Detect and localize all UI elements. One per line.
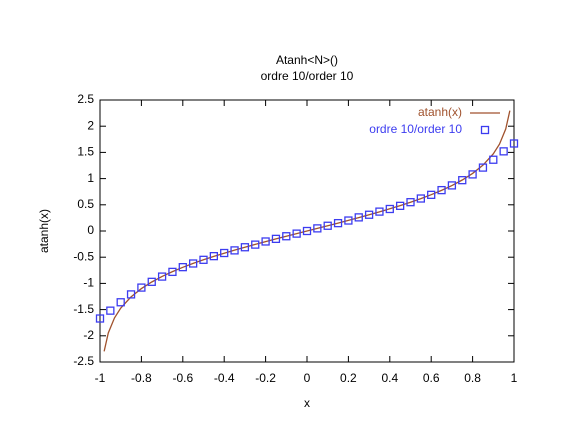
data-point [437,185,446,195]
data-point [261,237,270,246]
data-point [282,232,291,241]
data-point [188,259,198,268]
data-point [302,226,312,236]
data-point [406,198,415,207]
x-tick-label: -1 [95,371,106,385]
data-point [116,298,125,307]
y-tick-label: 1.5 [77,145,94,159]
data-point [106,306,115,315]
y-tick-label: 1 [87,171,94,185]
legend-label: ordre 10/order 10 [369,122,462,136]
data-point [385,204,394,214]
data-point [478,163,488,172]
x-tick-label: 0.8 [464,371,481,385]
data-point [292,229,301,238]
data-point [168,267,177,277]
y-tick-label: -2 [83,328,94,342]
data-point [313,224,322,233]
y-axis-label: atanh(x) [37,209,51,253]
y-tick-label: -0.5 [73,249,94,263]
data-point [199,255,208,264]
legend-swatch [480,125,490,135]
x-tick-label: 1 [511,371,518,385]
data-point [344,216,353,225]
y-tick-label: 2.5 [77,92,94,106]
x-tick-label: 0.4 [381,371,398,385]
data-point [271,234,281,244]
data-point [323,221,332,230]
data-point [333,218,343,228]
x-tick-label: -0.6 [172,371,193,385]
data-point [395,201,405,210]
x-axis-label: x [304,396,310,410]
data-point [499,147,508,156]
data-point [447,181,457,190]
legend-label: atanh(x) [418,105,462,119]
x-tick-label: -0.2 [255,371,276,385]
data-point [230,246,239,255]
data-point [354,213,363,222]
data-point [240,243,250,252]
x-tick-label: 0 [304,371,311,385]
x-tick-label: -0.8 [131,371,152,385]
y-tick-label: -1.5 [73,302,94,316]
data-point [364,210,374,219]
data-point [178,263,187,272]
x-tick-label: -0.4 [214,371,235,385]
y-tick-label: 0.5 [77,197,94,211]
y-tick-label: 2 [87,118,94,132]
data-point [157,272,167,281]
data-point [509,139,519,148]
chart-title: Atanh<N>() [276,53,338,67]
data-point [416,194,426,203]
data-point [147,277,156,286]
x-tick-label: 0.6 [423,371,440,385]
y-tick-label: -1 [83,276,94,290]
data-point [95,314,105,323]
data-point [427,190,436,199]
data-line [103,110,511,352]
data-point [468,170,477,179]
x-tick-label: 0.2 [340,371,357,385]
data-point [489,155,498,164]
data-point [137,283,146,292]
y-tick-label: 0 [87,223,94,237]
data-point [375,207,384,216]
data-point [458,176,467,185]
y-tick-label: -2.5 [73,354,94,368]
data-point [126,290,136,299]
data-point [251,240,260,249]
chart-subtitle: ordre 10/order 10 [261,69,354,83]
data-point [220,248,229,258]
data-point [209,252,219,261]
